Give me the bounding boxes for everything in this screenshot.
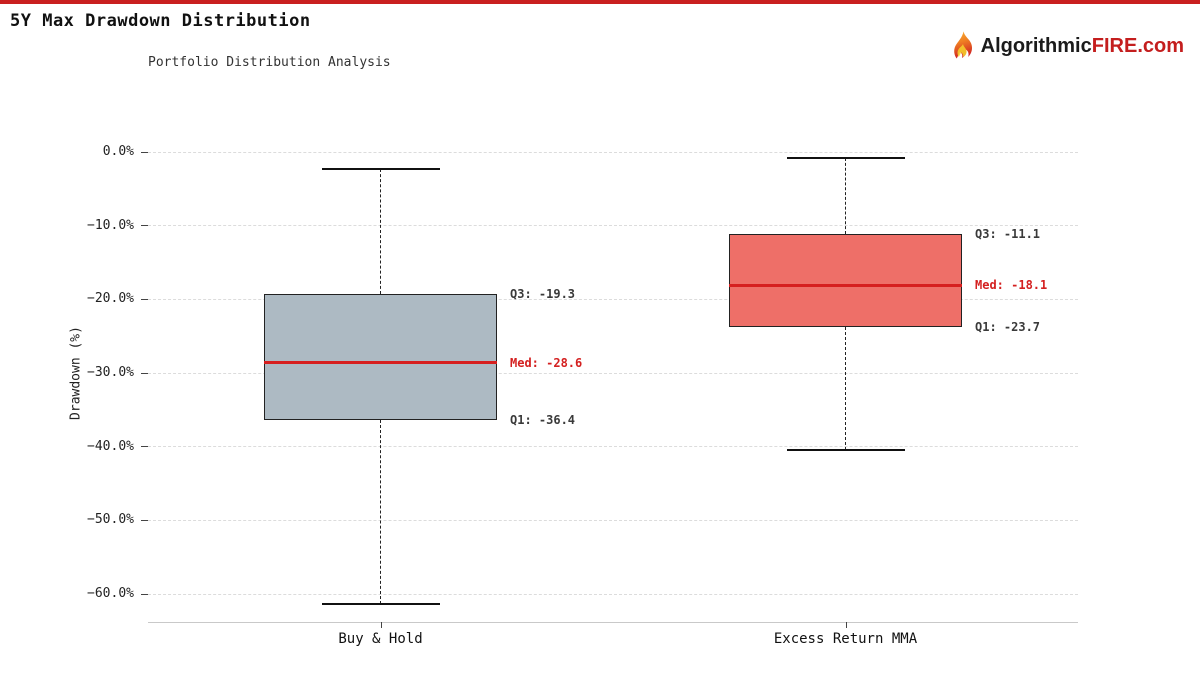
- y-tick-label: −40.0%: [87, 438, 134, 454]
- gridline: [148, 446, 1078, 448]
- annotation-q3: Q3: -11.1: [975, 226, 1041, 241]
- x-tick-mark: [845, 622, 847, 628]
- x-category-label: Excess Return MMA: [773, 631, 918, 647]
- brand-text: AlgorithmicFIRE.com: [981, 35, 1184, 58]
- annotation-q1: Q1: -23.7: [975, 319, 1041, 334]
- y-tick-label: −10.0%: [87, 217, 134, 233]
- y-tick-mark: [141, 151, 148, 153]
- whisker-upper: [379, 168, 381, 295]
- y-tick-label: −60.0%: [87, 586, 134, 601]
- y-tick-mark: [141, 372, 148, 374]
- y-tick-mark: [141, 593, 148, 595]
- whisker-cap-lower: [786, 448, 905, 451]
- gridline: [148, 151, 1078, 153]
- y-tick-mark: [141, 519, 148, 521]
- annotation-q3: Q3: -19.3: [510, 287, 576, 302]
- y-tick-label: 0.0%: [102, 144, 134, 159]
- gridline: [148, 225, 1078, 227]
- y-tick-mark: [141, 298, 148, 300]
- whisker-cap-upper: [321, 167, 440, 170]
- annotation-median: Med: -18.1: [975, 278, 1048, 293]
- gridline: [148, 372, 1078, 374]
- whisker-lower: [379, 420, 381, 605]
- median-line: [264, 361, 497, 365]
- brand-logo: AlgorithmicFIRE.com: [951, 30, 1184, 62]
- annotation-q1: Q1: -36.4: [510, 413, 576, 428]
- box-2: [729, 233, 962, 327]
- y-tick-mark: [141, 446, 148, 448]
- gridline: [148, 593, 1078, 595]
- median-line: [729, 283, 962, 287]
- gridline: [148, 298, 1078, 300]
- y-tick-label: −20.0%: [87, 291, 134, 307]
- whisker-upper: [844, 157, 846, 234]
- x-category-label: Buy & Hold: [338, 631, 423, 647]
- x-tick-mark: [380, 622, 382, 628]
- flame-icon: [953, 31, 972, 59]
- x-axis-line: [148, 622, 1078, 623]
- page-title: 5Y Max Drawdown Distribution: [10, 11, 311, 31]
- gridline: [148, 519, 1078, 521]
- brand-highlight: FIRE: [1091, 34, 1138, 57]
- box-1: [264, 294, 497, 421]
- y-tick-mark: [141, 225, 148, 227]
- whisker-cap-lower: [321, 603, 440, 606]
- brand-prefix: Algorithmic: [980, 34, 1092, 57]
- brand-suffix: .com: [1137, 34, 1184, 57]
- top-accent-bar: [0, 0, 1200, 4]
- whisker-cap-upper: [786, 156, 905, 159]
- y-tick-label: −30.0%: [87, 365, 134, 380]
- annotation-median: Med: -28.6: [510, 355, 583, 370]
- y-tick-label: −50.0%: [87, 512, 134, 528]
- chart-subtitle: Portfolio Distribution Analysis: [148, 55, 391, 70]
- whisker-lower: [844, 326, 846, 450]
